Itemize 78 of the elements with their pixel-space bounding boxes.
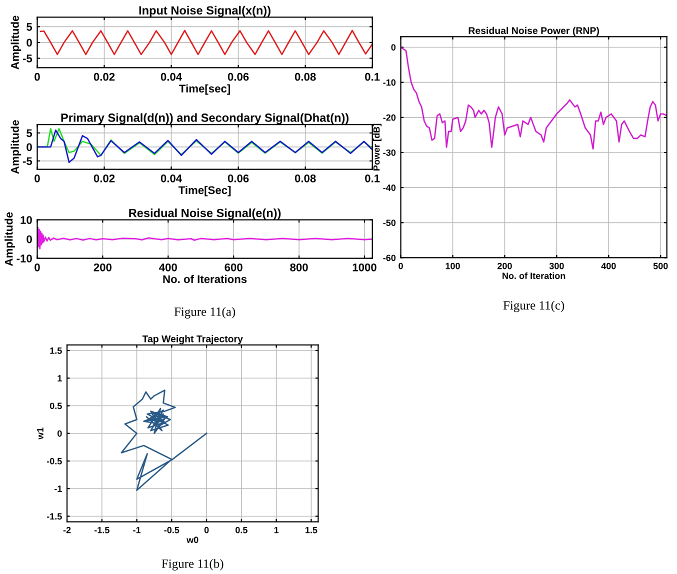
y-axis-title: Amplitude [4,212,15,266]
x-tick-label: 0.02 [94,174,115,182]
x-tick-label: 600 [224,263,242,272]
x-tick-label: 0.06 [228,72,249,81]
y-tick-label: -40 [383,184,396,191]
y-tick-label: 0 [26,38,32,47]
line-series [120,390,208,491]
x-tick-label: 0.1 [365,72,380,81]
chart-title: Residual Noise Signal(e(n)) [129,208,281,220]
line-series [37,129,372,164]
x-tick-label: 300 [549,262,564,270]
y-tick-label: -50 [383,220,396,226]
x-tick-label: 0.08 [294,72,316,81]
line-series [37,226,372,250]
x-tick-label: -0.5 [164,526,180,534]
x-tick-label: 800 [290,263,308,272]
x-axis-title: No. of Iterations [163,274,247,284]
x-tick-label: -2 [63,526,71,534]
x-tick-label: 400 [159,263,177,272]
y-tick-label: -10 [383,79,396,86]
y-tick-label: -5 [22,54,32,62]
y-axis-title: Power [dB] [373,124,382,170]
y-tick-label: 0 [26,143,32,152]
x-axis-title: Time[sec] [179,84,230,95]
line-series [40,30,372,56]
x-tick-label: 0.04 [160,72,182,81]
y-tick-label: -1 [54,486,62,492]
caption: Figure 11(b) [162,559,224,570]
x-tick-label: -1 [133,526,141,534]
y-tick-label: 10 [20,216,32,224]
y-tick-label: 0 [26,235,32,244]
y-tick-label: -10 [16,254,32,262]
x-tick-label: 0 [204,526,209,534]
x-axis-title: No. of Iteration [502,272,566,280]
x-tick-label: -1.5 [94,526,110,534]
y-axis-title: Amplitude [10,120,22,174]
x-tick-label: 1000 [352,263,376,272]
y-tick-label: 0 [391,44,396,51]
chart-title: Tap Weight Trajectory [142,335,243,344]
caption: Figure 11(a) [174,307,236,318]
x-tick-label: 400 [601,262,616,270]
x-tick-label: 1.5 [306,526,318,534]
x-tick-label: 0 [34,174,40,182]
x-axis-title: w0 [186,536,198,544]
chart-title: Primary Signal(d(n)) and Secondary Signal(Dhat(n)) [61,113,349,124]
y-axis-title: w1 [37,428,44,440]
y-tick-label: -30 [383,149,396,156]
y-tick-label: 1.5 [50,348,62,354]
x-axis-title: Time[Sec] [178,186,231,196]
y-tick-label: 1 [58,375,62,382]
x-tick-label: 0 [34,72,40,81]
y-tick-label: -20 [383,114,396,121]
x-tick-label: 1 [274,526,279,534]
x-tick-label: 0 [34,263,40,272]
caption: Figure 11(c) [503,300,564,312]
x-tick-label: 200 [94,263,112,272]
y-tick-label: 5 [26,23,32,31]
chart-title: Input Noise Signal(x(n)) [139,6,270,17]
x-tick-label: 500 [653,262,668,270]
x-tick-label: 0.5 [236,526,248,534]
y-tick-label: 0 [58,430,62,437]
x-tick-label: 200 [497,262,512,270]
y-tick-label: -1.5 [46,513,62,520]
line-series [400,46,667,150]
x-tick-label: 100 [446,262,460,270]
y-tick-label: -5 [22,157,32,166]
x-tick-label: 0.02 [94,72,115,81]
x-tick-label: 0.04 [160,174,182,182]
chart-title: Residual Noise Power (RNP) [468,26,599,36]
y-tick-label: 5 [26,129,32,138]
y-tick-label: -0.5 [46,458,62,464]
x-tick-label: 0.08 [294,174,316,182]
x-tick-label: 0.1 [365,174,380,182]
x-tick-label: 0 [398,262,403,270]
y-axis-title: Amplitude [10,16,22,70]
y-tick-label: 0.5 [50,402,62,410]
x-tick-label: 0.06 [228,174,249,182]
y-tick-label: -60 [383,254,396,262]
